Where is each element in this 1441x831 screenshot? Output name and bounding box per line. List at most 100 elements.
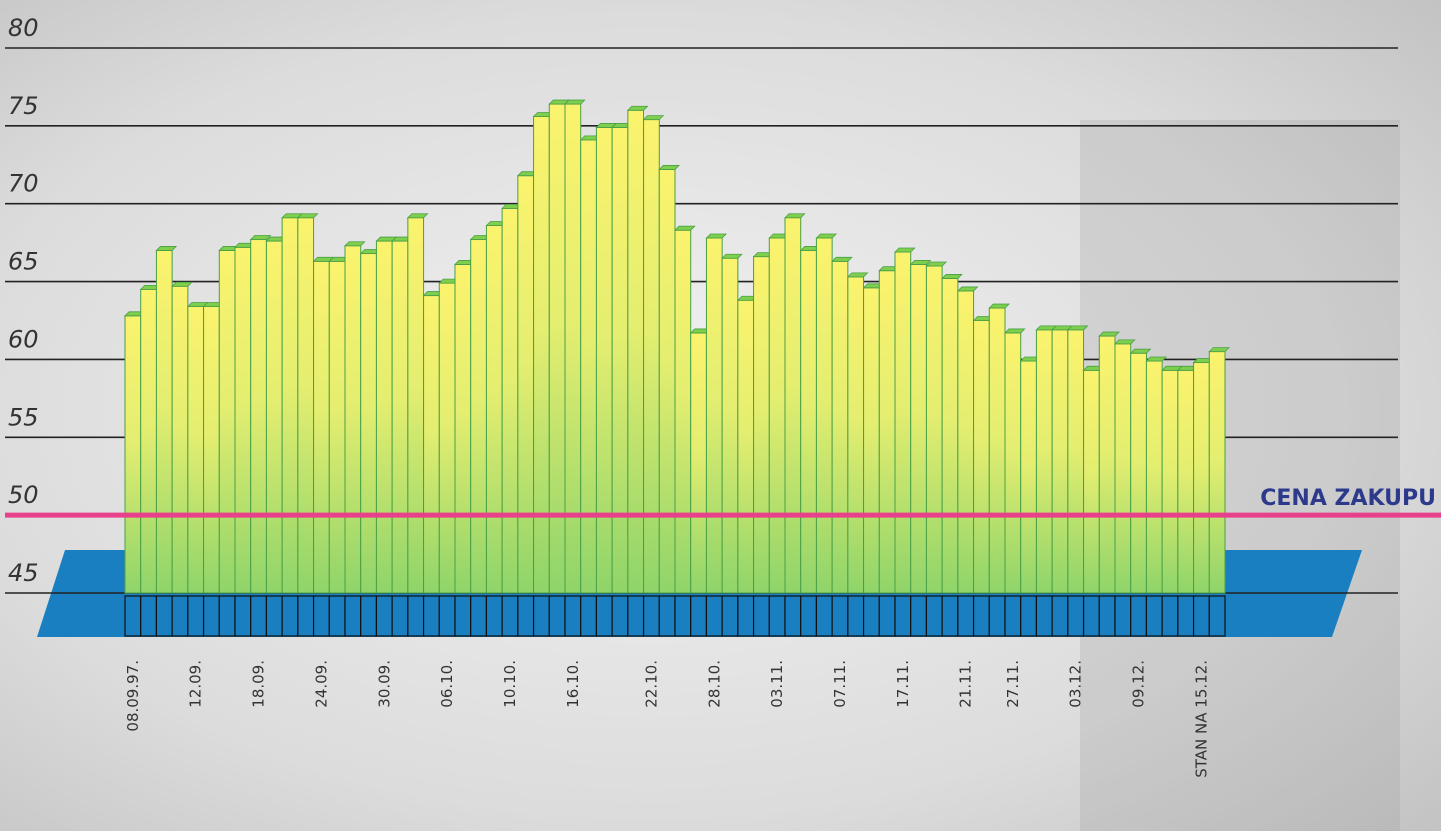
bar-top [1208, 347, 1230, 353]
x-tick-label: 21.11. [957, 660, 975, 708]
base-cell [501, 595, 519, 637]
x-tick-label: 28.10. [705, 660, 723, 708]
bar [1004, 332, 1022, 594]
base-cell [847, 595, 865, 637]
bar [548, 103, 566, 594]
base-cell [1161, 595, 1179, 637]
bar [910, 263, 927, 594]
base-cell [250, 595, 268, 637]
x-tick-label: 18.09. [250, 660, 268, 708]
y-tick-label: 45 [8, 559, 39, 587]
bar [1035, 329, 1053, 594]
base-cell [218, 595, 236, 637]
base-cell [1082, 595, 1100, 637]
base-cell [470, 595, 488, 637]
base-cell [737, 595, 755, 637]
base-cell [265, 595, 283, 637]
base-cell [422, 595, 440, 637]
x-tick-label: 17.11. [894, 660, 912, 708]
bar [894, 251, 912, 594]
bar [187, 305, 205, 594]
x-tick-label: 06.10. [438, 660, 456, 708]
bar [925, 265, 943, 594]
bar [1177, 369, 1195, 594]
base-cell [690, 595, 708, 637]
x-tick-label: 03.11. [768, 660, 786, 708]
bar [973, 320, 990, 594]
x-tick-label: 07.11. [831, 660, 849, 708]
base-cell [705, 595, 723, 637]
bar [155, 249, 173, 594]
base-cell [328, 595, 346, 637]
y-tick-label: 65 [8, 248, 39, 276]
x-tick-label: 24.09. [312, 660, 330, 708]
bar-top [941, 274, 963, 279]
bar-top [925, 261, 948, 267]
base-cell [972, 595, 990, 637]
bar [1067, 329, 1085, 594]
bar [1208, 351, 1226, 594]
bar [988, 307, 1006, 594]
bar [328, 260, 346, 594]
bar [1020, 360, 1037, 594]
bar [957, 290, 975, 594]
y-tick-label: 50 [8, 481, 39, 509]
base-cell [768, 595, 786, 637]
bar [375, 240, 393, 594]
bar [800, 249, 817, 594]
bar [1098, 335, 1116, 594]
base-cell [360, 595, 378, 637]
bar-top [249, 235, 272, 240]
bar [627, 109, 645, 594]
base-cell [721, 595, 739, 637]
bar-top [846, 272, 869, 278]
base-cell [564, 595, 582, 637]
base-cell [124, 595, 142, 637]
base-cell [1051, 595, 1069, 637]
base-cell [171, 595, 189, 637]
bar [203, 305, 220, 594]
x-tick-label: 16.10. [564, 660, 582, 708]
bar-top [815, 233, 838, 239]
bar [313, 260, 330, 594]
base-cell [454, 595, 472, 637]
bar [690, 332, 707, 594]
base-cell [941, 595, 959, 637]
base-cell [1035, 595, 1053, 637]
y-tick-label: 70 [8, 170, 39, 198]
base-cell [281, 595, 299, 637]
base-cell [297, 595, 315, 637]
bar [878, 270, 896, 594]
bar [595, 126, 613, 594]
bar-top [171, 281, 193, 287]
bar [234, 246, 252, 594]
bar [863, 287, 880, 594]
base-cell [532, 595, 550, 637]
base-cell [925, 595, 943, 637]
base-cell [627, 595, 645, 637]
bar-top [909, 260, 932, 265]
x-tick-label: 22.10. [642, 660, 660, 708]
base-cell [752, 595, 770, 637]
base-cell [894, 595, 912, 637]
bar-top [721, 253, 743, 259]
bar [250, 239, 267, 594]
base-cell [155, 595, 173, 637]
bar [768, 237, 786, 594]
x-tick-label: 08.09.97. [124, 660, 142, 732]
base-cell [140, 595, 158, 637]
bar-top [1004, 328, 1026, 334]
base-cell [344, 595, 362, 637]
base-cell [407, 595, 425, 637]
bar [407, 217, 425, 594]
bar [423, 295, 440, 594]
bar [171, 285, 189, 594]
bar-top [344, 241, 366, 247]
bar [360, 253, 377, 594]
base-cell [800, 595, 818, 637]
bar [643, 119, 660, 594]
reference-label: CENA ZAKUPU [1260, 486, 1436, 511]
bar [611, 126, 629, 594]
bar-top [705, 233, 728, 239]
bar [737, 299, 755, 594]
